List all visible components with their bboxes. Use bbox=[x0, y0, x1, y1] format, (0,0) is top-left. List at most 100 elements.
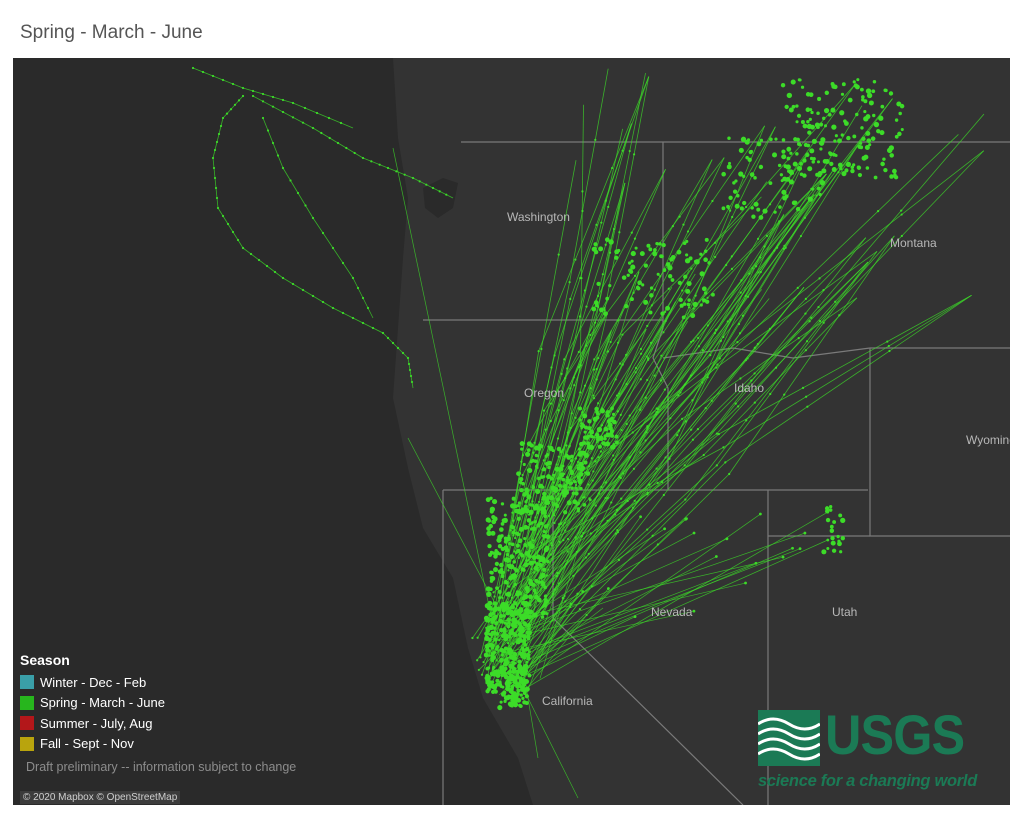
track-segment bbox=[511, 511, 828, 697]
track-point bbox=[616, 410, 620, 413]
track-point bbox=[656, 410, 659, 414]
track-point bbox=[628, 456, 631, 459]
track-point bbox=[488, 680, 493, 685]
track-point bbox=[795, 137, 800, 142]
track-point bbox=[690, 313, 696, 319]
track-point bbox=[811, 138, 817, 144]
track-point bbox=[829, 161, 834, 167]
track-point bbox=[852, 134, 857, 139]
track-point bbox=[215, 196, 219, 200]
track-segment bbox=[735, 113, 985, 404]
track-point bbox=[818, 140, 825, 146]
track-point bbox=[528, 509, 534, 515]
track-point bbox=[771, 152, 778, 158]
track-point bbox=[743, 388, 747, 391]
track-point bbox=[523, 504, 528, 509]
track-point bbox=[328, 136, 331, 140]
track-point bbox=[600, 424, 604, 427]
track-point bbox=[704, 407, 707, 410]
track-point bbox=[512, 642, 515, 645]
legend-item-fall[interactable]: Fall - Sept - Nov bbox=[20, 734, 165, 755]
track-point bbox=[558, 540, 561, 543]
track-point bbox=[574, 416, 577, 419]
track-point bbox=[707, 261, 711, 265]
track-segment bbox=[737, 150, 984, 343]
track-point bbox=[518, 676, 524, 682]
track-point bbox=[670, 278, 675, 282]
track-point bbox=[542, 534, 546, 539]
legend-item-spring[interactable]: Spring - March - June bbox=[20, 693, 165, 714]
track-point bbox=[521, 648, 526, 653]
track-point bbox=[506, 641, 510, 645]
track-point bbox=[744, 139, 750, 145]
legend-swatch-spring bbox=[20, 695, 34, 710]
track-point bbox=[753, 176, 757, 180]
track-point bbox=[801, 386, 805, 389]
track-point bbox=[557, 409, 560, 412]
track-point bbox=[587, 426, 592, 431]
track-point bbox=[645, 431, 648, 434]
track-point bbox=[844, 121, 849, 126]
track-point bbox=[803, 142, 808, 147]
track-point bbox=[634, 366, 638, 370]
track-point bbox=[549, 476, 554, 481]
legend-label-summer: Summer - July, Aug bbox=[40, 715, 153, 731]
track-point bbox=[574, 258, 577, 261]
track-point bbox=[495, 645, 500, 649]
map-canvas[interactable]: Washington Montana Oregon Idaho Wyoming … bbox=[13, 58, 1010, 805]
track-point bbox=[499, 567, 504, 572]
track-segment bbox=[485, 364, 718, 629]
track-point bbox=[521, 473, 524, 477]
track-point bbox=[632, 153, 636, 156]
track-point bbox=[495, 659, 498, 662]
track-point bbox=[501, 596, 504, 600]
state-label-montana: Montana bbox=[890, 236, 937, 250]
track-point bbox=[296, 191, 300, 195]
track-point bbox=[831, 548, 837, 553]
track-point bbox=[732, 181, 736, 185]
track-segment bbox=[567, 328, 647, 433]
legend-item-winter[interactable]: Winter - Dec - Feb bbox=[20, 672, 165, 693]
track-point bbox=[487, 676, 491, 681]
track-point bbox=[505, 552, 510, 557]
track-point bbox=[784, 194, 789, 199]
track-point bbox=[653, 248, 657, 252]
track-point bbox=[738, 171, 744, 177]
track-point bbox=[865, 88, 872, 94]
puget-sound bbox=[423, 178, 458, 218]
track-point bbox=[503, 646, 508, 651]
track-point bbox=[624, 303, 629, 309]
track-point bbox=[512, 669, 517, 673]
track-point bbox=[627, 261, 632, 265]
track-point bbox=[568, 486, 571, 489]
track-point bbox=[753, 401, 756, 404]
track-point bbox=[691, 438, 695, 441]
track-point bbox=[351, 316, 355, 320]
track-point bbox=[639, 251, 645, 257]
track-point bbox=[519, 565, 522, 568]
track-point bbox=[834, 300, 837, 303]
track-point bbox=[863, 109, 867, 114]
track-point bbox=[834, 134, 838, 138]
track-segment bbox=[569, 68, 609, 283]
track-point bbox=[490, 658, 495, 663]
track-point bbox=[500, 502, 505, 506]
legend-item-summer[interactable]: Summer - July, Aug bbox=[20, 713, 165, 734]
track-point bbox=[570, 412, 573, 415]
track-point bbox=[339, 121, 343, 125]
track-point bbox=[577, 478, 583, 484]
track-point bbox=[498, 552, 502, 556]
track-point bbox=[857, 172, 863, 178]
track-segment bbox=[491, 582, 746, 643]
track-segment bbox=[620, 298, 770, 479]
track-point bbox=[699, 271, 705, 277]
track-point bbox=[341, 261, 345, 265]
map-attribution[interactable]: © 2020 Mapbox © OpenStreetMap bbox=[20, 791, 181, 804]
track-point bbox=[566, 476, 569, 479]
track-point bbox=[744, 359, 748, 362]
track-point bbox=[527, 650, 531, 654]
track-point bbox=[829, 528, 835, 533]
track-point bbox=[732, 189, 738, 194]
track-point bbox=[494, 621, 499, 626]
track-point bbox=[494, 549, 498, 553]
